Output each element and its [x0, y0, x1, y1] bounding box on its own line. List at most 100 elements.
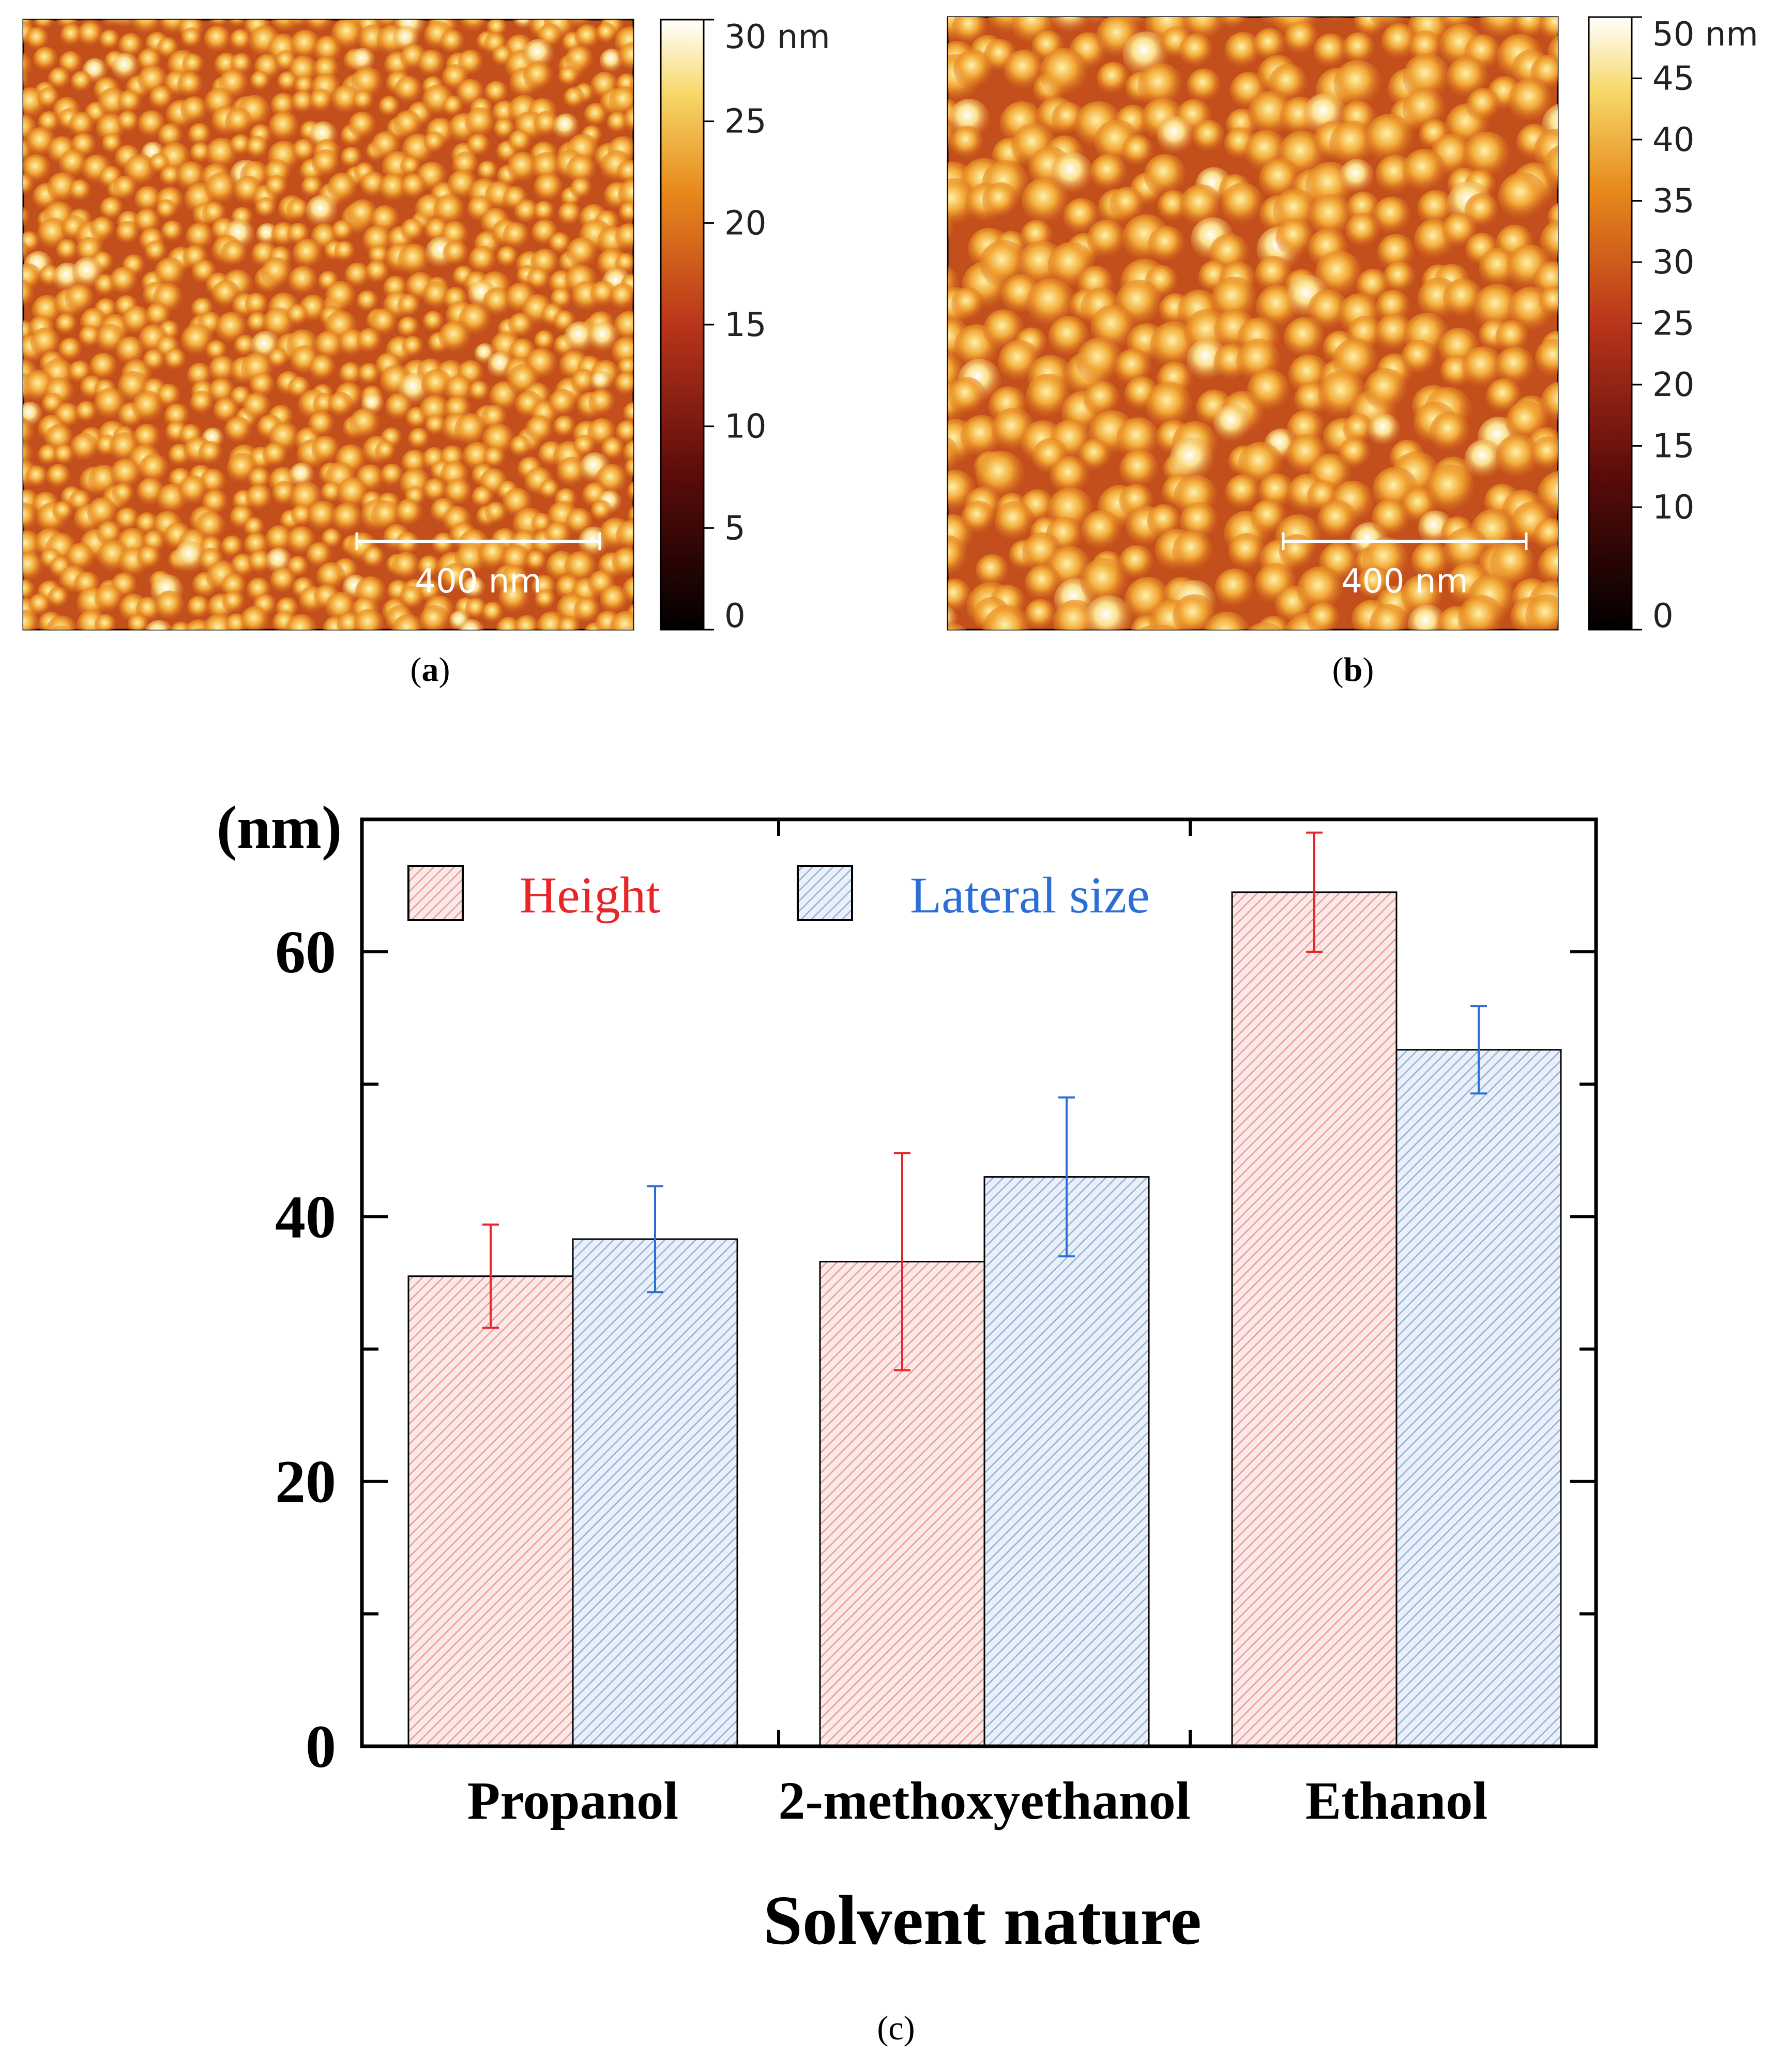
afm-grain	[417, 555, 441, 579]
afm-grain	[379, 173, 409, 203]
afm-grain	[525, 415, 554, 444]
category-labels: Propanol 2-methoxyethanol Ethanol	[467, 1771, 1487, 1831]
afm-grain	[1466, 88, 1501, 123]
afm-grain	[627, 481, 633, 502]
afm-grain	[177, 71, 203, 98]
afm-grain	[25, 465, 49, 488]
afm-grain	[115, 221, 140, 245]
afm-grain	[1339, 159, 1375, 194]
afm-grain	[508, 312, 534, 339]
afm-grain	[1223, 641, 1260, 677]
afm-grain	[118, 33, 144, 58]
afm-grain	[1470, 652, 1502, 683]
afm-grain	[601, 437, 625, 461]
afm-grain	[402, 336, 424, 358]
afm-grain	[1225, 474, 1261, 510]
afm-grain	[311, 435, 340, 464]
afm-grain	[1463, 131, 1511, 179]
afm-grain	[293, 238, 323, 269]
afm-grain	[948, 578, 972, 613]
afm-grain	[249, 372, 276, 398]
afm-grain	[138, 110, 166, 139]
afm-grain	[574, 24, 601, 50]
afm-grain	[331, 220, 354, 242]
afm-grain	[187, 596, 210, 619]
afm-grain	[1444, 527, 1490, 574]
afm-grain	[1486, 378, 1522, 415]
afm-panel-a: 400 nm 30 nm 25 20 15 10 5 0 (a)	[22, 18, 830, 689]
afm-grain	[566, 154, 597, 185]
afm-grain	[92, 629, 102, 630]
afm-grain	[314, 330, 345, 361]
x-axis-ticks	[777, 819, 1192, 1746]
afm-grain	[270, 93, 296, 118]
colorbar-b	[1588, 16, 1633, 631]
afm-grain	[460, 20, 489, 33]
afm-grain	[356, 328, 382, 354]
afm-grain	[208, 20, 231, 28]
afm-grain	[290, 29, 321, 60]
afm-grain	[609, 283, 633, 310]
plot-frame	[360, 817, 1598, 1748]
afm-grain	[59, 149, 88, 178]
afm-grain	[306, 195, 338, 227]
panel-label-b: (b)	[1332, 651, 1374, 689]
afm-grain	[615, 420, 633, 445]
afm-grain	[1498, 172, 1547, 221]
afm-grain	[1228, 533, 1266, 570]
afm-grain	[230, 29, 252, 51]
afm-grain	[1224, 32, 1262, 69]
afm-grain	[1568, 628, 1602, 663]
afm-grain	[1247, 369, 1291, 413]
afm-grain	[614, 372, 633, 396]
afm-grain	[89, 216, 115, 242]
afm-grain	[423, 478, 448, 503]
afm-grain	[113, 175, 138, 201]
afm-grain	[438, 321, 472, 354]
afm-grain	[127, 614, 149, 630]
afm-grain	[89, 353, 118, 381]
afm-grain	[992, 630, 1036, 674]
afm-grain	[331, 85, 361, 114]
afm-grain	[1411, 541, 1451, 581]
afm-grain	[161, 220, 184, 242]
afm-grain	[286, 199, 309, 221]
afm-grain	[443, 240, 469, 266]
afm-grain	[1048, 316, 1090, 358]
afm-grain	[221, 535, 244, 558]
colorbar-tick-label: 20	[724, 204, 766, 242]
afm-grain	[222, 590, 246, 614]
afm-grain	[1026, 373, 1071, 419]
afm-grain	[1508, 78, 1554, 123]
afm-grain	[327, 172, 358, 203]
afm-grain	[1040, 48, 1089, 97]
afm-grain	[363, 632, 389, 659]
afm-grain	[976, 554, 1009, 588]
afm-grain	[400, 218, 425, 242]
afm-grain	[1079, 438, 1112, 472]
afm-grain	[1495, 346, 1535, 386]
afm-grain	[1416, 643, 1457, 683]
afm-grain	[395, 498, 423, 527]
afm-grain	[1461, 346, 1505, 389]
colorbar-tick-label: 30	[1652, 243, 1694, 282]
afm-grain	[401, 449, 428, 476]
afm-grain	[599, 49, 624, 73]
bar-lateral-size-2	[1395, 1049, 1562, 1747]
afm-grain	[181, 53, 205, 76]
afm-grain	[343, 637, 372, 666]
afm-grain	[23, 551, 44, 582]
afm-grain	[132, 390, 164, 423]
afm-grain	[244, 517, 265, 538]
afm-grain	[23, 173, 35, 196]
afm-grain	[948, 622, 967, 630]
afm-grain	[110, 458, 142, 490]
afm-grain	[425, 414, 447, 436]
afm-grain	[1192, 119, 1225, 153]
afm-grain	[213, 397, 240, 424]
afm-grain	[99, 29, 120, 51]
afm-grain	[630, 77, 633, 95]
afm-grain	[1121, 134, 1154, 167]
afm-grain	[400, 156, 421, 177]
